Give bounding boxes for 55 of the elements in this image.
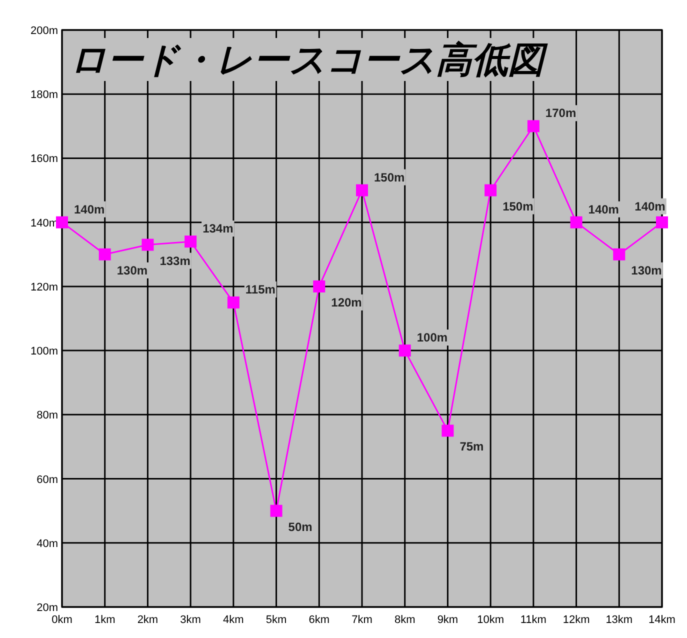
x-tick-label: 5km <box>266 614 287 626</box>
point <box>184 236 197 248</box>
data-label: 50m <box>288 520 312 534</box>
y-tick-label: 100m <box>30 346 58 358</box>
y-tick-label: 40m <box>36 538 58 550</box>
data-label: 130m <box>631 263 662 278</box>
data-label: 100m <box>416 330 448 345</box>
point <box>56 216 68 228</box>
y-tick-label: 180m <box>30 89 58 102</box>
data-label: 130m <box>116 263 148 278</box>
point <box>98 248 111 260</box>
y-tick-label: 60m <box>36 474 58 486</box>
point <box>142 238 154 251</box>
point <box>398 344 411 357</box>
x-tick-label: 14km <box>648 614 676 626</box>
point <box>484 184 497 196</box>
x-tick-label: 6km <box>308 614 330 626</box>
data-label: 120m <box>331 295 362 310</box>
y-tick-label: 160m <box>30 153 58 166</box>
y-tick-label: 20m <box>36 602 58 614</box>
x-tick-label: 4km <box>223 614 244 626</box>
y-tick-label: 200m <box>30 25 58 37</box>
data-label: 133m <box>160 254 190 268</box>
data-label: 150m <box>374 170 405 184</box>
y-tick-label: 80m <box>36 410 58 422</box>
x-tick-label: 0km <box>52 614 72 626</box>
x-tick-label: 2km <box>137 614 158 626</box>
point <box>313 280 326 292</box>
data-label: 140m <box>634 199 666 214</box>
x-tick-label: 11km <box>520 614 546 626</box>
x-tick-label: 7km <box>352 614 372 626</box>
x-tick-label: 1km <box>94 614 116 626</box>
data-label: 75m <box>460 440 484 454</box>
data-label: 170m <box>545 106 576 120</box>
chart-title: ロード・レースコース高低図 <box>70 39 548 80</box>
point <box>527 120 540 132</box>
data-label: 140m <box>588 202 619 216</box>
point <box>570 216 582 228</box>
point <box>227 296 240 308</box>
x-tick-label: 13km <box>606 614 633 626</box>
x-tick-label: 3km <box>180 614 201 626</box>
point <box>442 424 454 437</box>
point <box>613 248 626 260</box>
data-label: 140m <box>74 202 105 216</box>
point <box>356 184 368 196</box>
data-label: 150m <box>502 199 534 214</box>
point <box>656 216 668 228</box>
data-label: 134m <box>202 222 234 236</box>
x-tick-label: 10km <box>477 614 504 626</box>
point <box>270 504 282 517</box>
x-tick-label: 9km <box>437 614 458 626</box>
x-tick-label: 12km <box>562 614 590 626</box>
y-tick-label: 120m <box>30 281 58 294</box>
data-label: 115m <box>245 282 276 296</box>
x-tick-label: 8km <box>394 614 416 626</box>
